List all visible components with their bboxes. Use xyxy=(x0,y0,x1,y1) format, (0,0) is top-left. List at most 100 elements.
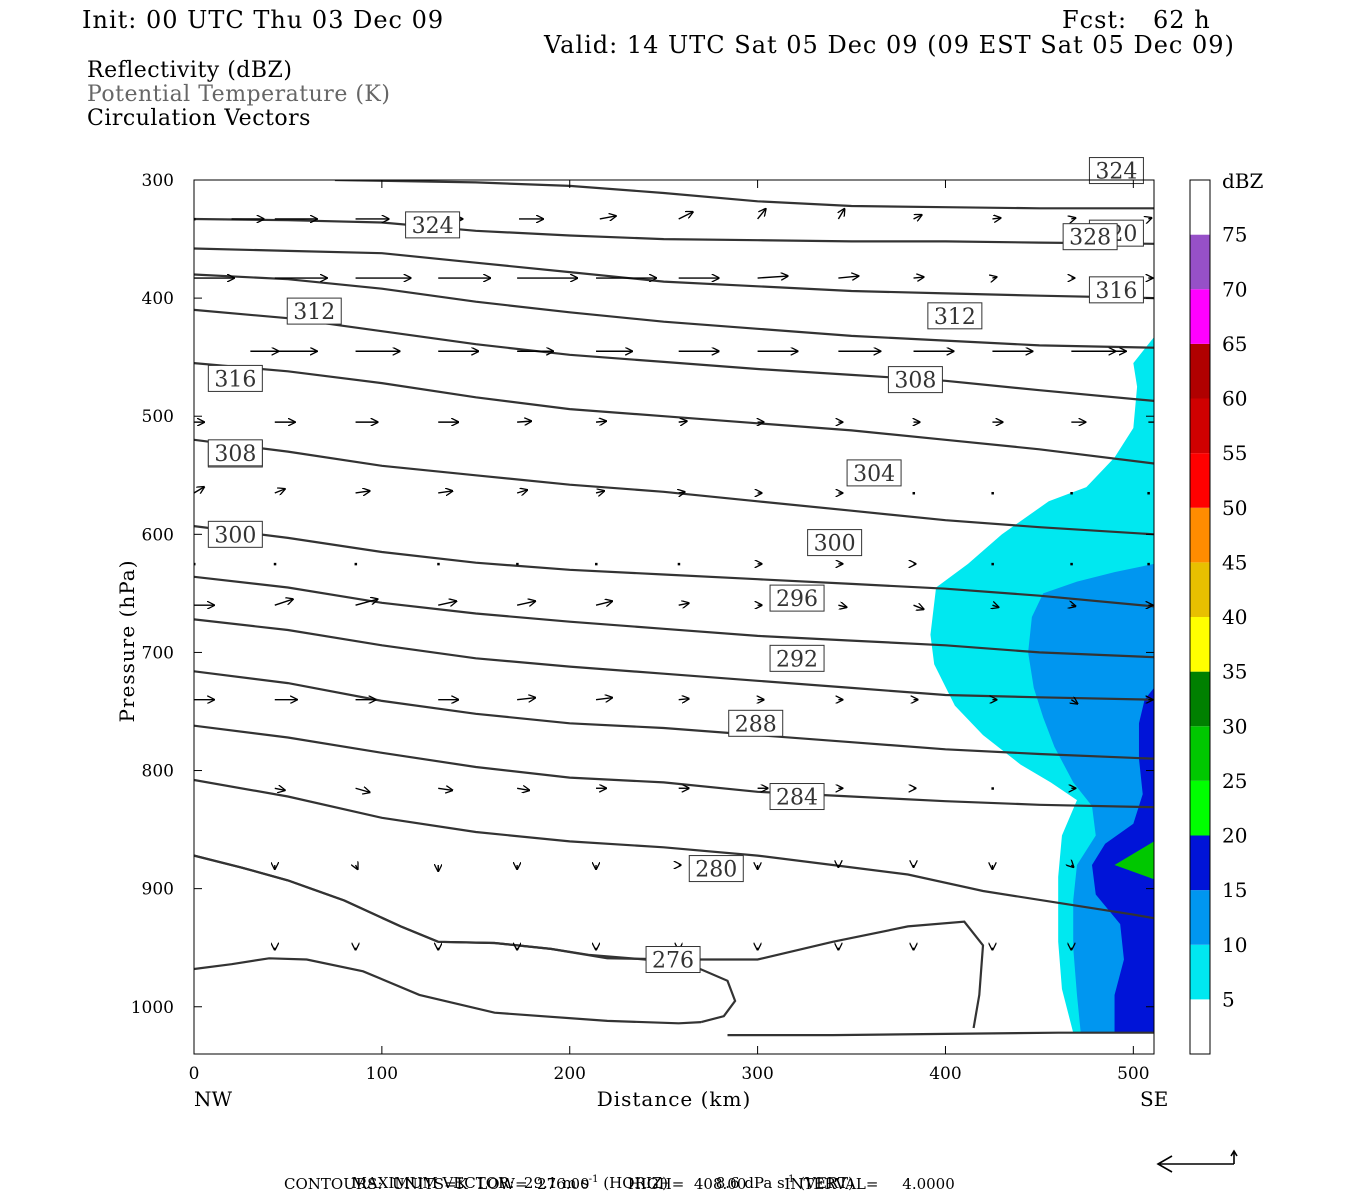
contour-label-324: 324 xyxy=(412,214,454,239)
colorbar-swatch xyxy=(1190,398,1210,454)
circulation-vector xyxy=(1148,218,1151,219)
colorbar-swatch xyxy=(1190,835,1210,891)
theta-contour-292 xyxy=(194,670,1154,760)
theta-contour-280 xyxy=(727,1031,1154,1037)
circulation-vector xyxy=(438,601,456,605)
reference-vector xyxy=(1156,1149,1238,1173)
y-tick-label: 1000 xyxy=(131,998,174,1018)
theta-contour-304 xyxy=(194,525,1154,608)
colorbar-swatch xyxy=(1190,617,1210,672)
x-tick-label: 100 xyxy=(366,1064,398,1084)
colorbar-level-label: 75 xyxy=(1222,223,1247,247)
y-tick-label: 500 xyxy=(142,407,174,427)
colorbar-swatch xyxy=(1190,671,1210,727)
contour-label-box-328 xyxy=(1062,223,1118,251)
contour-label-312: 312 xyxy=(934,305,976,330)
circulation-vector xyxy=(595,601,612,605)
circulation-vector xyxy=(274,489,285,493)
contour-label-300: 300 xyxy=(814,532,856,557)
contour-label-304: 304 xyxy=(853,462,895,487)
colorbar-swatch xyxy=(1190,562,1210,617)
theta-contour-300 xyxy=(194,575,1154,659)
theta-contour-312 xyxy=(194,362,1154,465)
y-tick-label: 900 xyxy=(142,880,174,900)
max-vector-prefix: MAXIMUM VECTOR: 29.1 m s xyxy=(351,1174,589,1192)
circulation-vector xyxy=(912,491,916,495)
colorbar-swatch xyxy=(1190,234,1210,290)
x-tick-label: 0 xyxy=(189,1064,200,1084)
circulation-vector xyxy=(355,788,370,792)
theta-contour-324 xyxy=(194,247,1154,300)
circulation-vector xyxy=(599,216,616,219)
circulation-vector xyxy=(991,562,994,566)
y-tick-label: 600 xyxy=(142,525,174,545)
colorbar-level-label: 50 xyxy=(1222,496,1247,520)
contour-label-layer: 2762802842882922963003003043043083083123… xyxy=(207,157,1144,974)
colorbar-level-label: 15 xyxy=(1222,878,1247,902)
colorbar-frame xyxy=(1189,179,1211,1055)
theta-contour-328 xyxy=(194,217,1154,245)
colorbar-level-label: 65 xyxy=(1222,332,1247,356)
circulation-vector xyxy=(517,788,529,790)
y-tick-label: 300 xyxy=(142,171,174,191)
circulation-vector xyxy=(913,215,922,219)
colorbar-level-label: 10 xyxy=(1222,933,1247,957)
contour-label-box-276 xyxy=(645,946,701,974)
circulation-vector xyxy=(679,492,685,493)
plot-frame xyxy=(193,179,1155,1055)
contour-label-300: 300 xyxy=(214,523,256,548)
circulation-vector xyxy=(992,605,998,607)
circulation-vector xyxy=(678,212,693,220)
colorbar-level-label: 55 xyxy=(1222,441,1247,465)
colorbar-level-label: 60 xyxy=(1222,387,1247,411)
circulation-vector xyxy=(355,491,370,493)
contour-label-box-324 xyxy=(405,211,461,239)
circulation-vector xyxy=(913,277,924,278)
contour-label-box-324 xyxy=(1088,157,1144,185)
circulation-vector xyxy=(992,218,1000,219)
title-potential-temperature: Potential Temperature (K) xyxy=(87,82,391,107)
theta-contour-276 xyxy=(194,957,702,1025)
circulation-vector xyxy=(438,491,452,493)
contour-label-316: 316 xyxy=(1095,279,1137,304)
circulation-vector xyxy=(1071,605,1075,606)
contour-label-box-300 xyxy=(807,529,863,557)
circulation-vector xyxy=(517,698,535,700)
circulation-vector xyxy=(838,276,858,278)
colorbar: 5 10 15 20 25 30 35 40 45 50 55 60 65 70 75 dBZ xyxy=(1189,169,1264,1055)
theta-contour-280 xyxy=(194,854,985,1029)
y-tick-label: 700 xyxy=(142,643,174,663)
contour-label-box-312 xyxy=(286,297,342,325)
contour-label-box-312 xyxy=(927,302,983,330)
circulation-vector xyxy=(991,491,994,495)
circulation-vector xyxy=(595,421,606,422)
colorbar-swatch xyxy=(1190,780,1210,836)
circulation-vector xyxy=(913,605,924,609)
x-tick-label: 300 xyxy=(741,1064,773,1084)
circulation-vector xyxy=(595,491,604,493)
colorbar-level-label: 5 xyxy=(1222,987,1235,1011)
contour-label-316: 316 xyxy=(214,367,256,392)
circulation-vector xyxy=(1070,491,1073,495)
colorbar-level-label: 40 xyxy=(1222,605,1247,629)
circulation-vector xyxy=(194,217,196,221)
circulation-vector xyxy=(354,562,358,566)
theta-contour-308 xyxy=(194,438,1154,536)
contour-label-308: 308 xyxy=(894,369,936,394)
contour-label-284: 284 xyxy=(776,786,818,811)
circulation-vector xyxy=(992,277,996,278)
colorbar-level-label: 35 xyxy=(1222,660,1247,684)
contour-label-box-288 xyxy=(728,709,784,737)
colorbar-swatch xyxy=(1190,343,1210,399)
contour-label-276: 276 xyxy=(652,949,694,974)
valid-time: Valid: 14 UTC Sat 05 Dec 09 (09 EST Sat … xyxy=(544,31,1235,59)
max-vector-note: MAXIMUM VECTOR: 29.1 m s-1 (HORIZ) 8.6 d… xyxy=(342,1156,854,1192)
theta-contour-layer xyxy=(194,180,1154,1037)
circulation-vector xyxy=(1071,865,1073,867)
exp-2: -1 xyxy=(784,1174,795,1185)
x-tick-label: 400 xyxy=(929,1064,961,1084)
x-axis-label: Distance (km) xyxy=(597,1087,752,1111)
colorbar-level-label: 20 xyxy=(1222,824,1247,848)
x-tick-label: 500 xyxy=(1117,1064,1149,1084)
